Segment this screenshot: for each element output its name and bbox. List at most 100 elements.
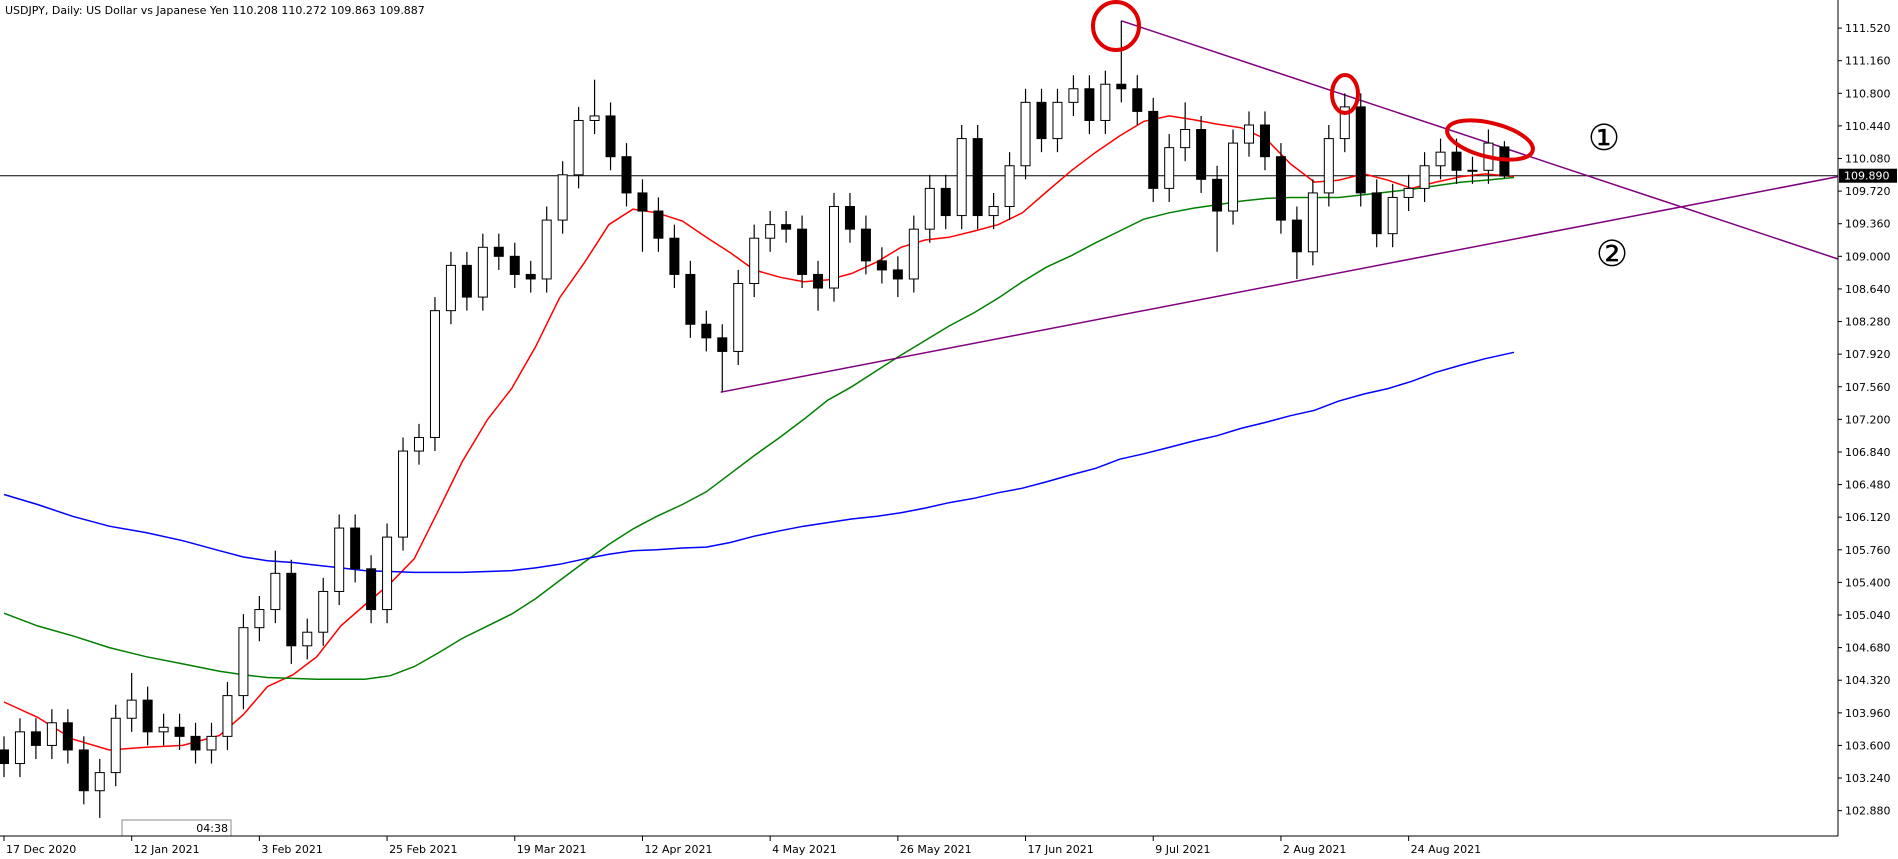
candle-body bbox=[1291, 219, 1302, 253]
annotation: ① bbox=[1588, 118, 1620, 159]
candle-body bbox=[1036, 101, 1047, 140]
candle-body bbox=[334, 527, 345, 592]
candle-body bbox=[286, 572, 297, 647]
candle-body bbox=[653, 210, 664, 239]
candle-body bbox=[1148, 110, 1159, 189]
y-tick-label: 107.920 bbox=[1845, 348, 1891, 361]
candle-body bbox=[302, 631, 313, 647]
candle-body bbox=[637, 192, 648, 212]
candle-body bbox=[238, 627, 249, 697]
candle-body bbox=[1451, 151, 1462, 171]
y-tick-label: 108.280 bbox=[1845, 316, 1891, 329]
candle-body bbox=[749, 237, 760, 284]
candle-body bbox=[733, 282, 744, 352]
last-price-box bbox=[1839, 168, 1897, 183]
y-tick-label: 110.440 bbox=[1845, 120, 1891, 133]
candle-body bbox=[461, 264, 472, 298]
candle-body bbox=[573, 119, 584, 176]
y-tick-label: 108.640 bbox=[1845, 283, 1891, 296]
candle-body bbox=[1228, 142, 1239, 212]
candle-body bbox=[222, 695, 233, 737]
candle-body bbox=[1164, 147, 1175, 189]
candle-body bbox=[1323, 138, 1334, 194]
y-tick-label: 105.400 bbox=[1845, 576, 1891, 589]
highlight-ellipse bbox=[1445, 118, 1535, 162]
candle-body bbox=[892, 269, 903, 280]
candle-body bbox=[445, 264, 456, 312]
y-tick-label: 103.240 bbox=[1845, 772, 1891, 785]
candle-body bbox=[1307, 192, 1318, 253]
candle-body bbox=[254, 609, 265, 629]
candle-body bbox=[1259, 124, 1270, 158]
moving-average bbox=[3, 115, 1515, 751]
y-tick-label: 106.480 bbox=[1845, 479, 1891, 492]
moving-average bbox=[3, 176, 1515, 681]
candle-body bbox=[956, 138, 967, 217]
y-tick-label: 111.160 bbox=[1845, 55, 1891, 68]
y-tick-label: 110.800 bbox=[1845, 87, 1891, 100]
x-tick-label: 26 May 2021 bbox=[900, 843, 972, 856]
y-tick-label: 102.880 bbox=[1845, 805, 1891, 818]
y-tick-label: 110.080 bbox=[1845, 153, 1891, 166]
candle-body bbox=[110, 717, 121, 774]
candle-body bbox=[1004, 165, 1015, 208]
candle-body bbox=[605, 115, 616, 158]
x-tick-label: 25 Feb 2021 bbox=[389, 843, 457, 856]
x-tick-label: 24 Aug 2021 bbox=[1411, 843, 1481, 856]
candle-body bbox=[1355, 106, 1366, 194]
candle-body bbox=[1339, 106, 1350, 140]
y-tick-label: 105.040 bbox=[1845, 609, 1891, 622]
candle-body bbox=[813, 273, 824, 289]
x-tick-label: 2 Aug 2021 bbox=[1283, 843, 1346, 856]
candle-body bbox=[765, 224, 776, 239]
candle-body bbox=[158, 726, 169, 733]
candle-body bbox=[14, 731, 25, 765]
y-tick-label: 104.320 bbox=[1845, 674, 1891, 687]
x-tick-label: 4 May 2021 bbox=[772, 843, 837, 856]
candle-body bbox=[876, 260, 887, 271]
candle-body bbox=[1403, 187, 1414, 198]
chart-title: USDJPY, Daily: US Dollar vs Japanese Yen… bbox=[5, 4, 425, 17]
candle-body bbox=[1419, 165, 1430, 189]
candle-body bbox=[1387, 196, 1398, 235]
candle-body bbox=[398, 450, 409, 538]
candle-body bbox=[126, 699, 137, 719]
candle-body bbox=[1100, 83, 1111, 121]
candle-body bbox=[717, 337, 728, 352]
highlight-ellipse bbox=[1330, 73, 1360, 115]
candle-body bbox=[525, 273, 536, 280]
candle-body bbox=[62, 722, 73, 751]
candle-body bbox=[972, 138, 983, 217]
candle-body bbox=[429, 310, 440, 438]
candle-body bbox=[860, 228, 871, 262]
x-tick-label: 17 Dec 2020 bbox=[6, 843, 76, 856]
candle-body bbox=[366, 568, 377, 611]
last-price-label: 109.890 bbox=[1844, 170, 1890, 183]
candle-body bbox=[493, 246, 504, 257]
candle-body bbox=[924, 187, 935, 230]
candle-body bbox=[509, 255, 520, 275]
candle-body bbox=[1196, 129, 1207, 180]
y-tick-label: 107.200 bbox=[1845, 413, 1891, 426]
candle-body bbox=[0, 749, 9, 765]
candle-body bbox=[701, 323, 712, 339]
y-tick-label: 109.720 bbox=[1845, 185, 1891, 198]
candle-body bbox=[1052, 101, 1063, 140]
candle-body bbox=[797, 228, 808, 275]
candle-body bbox=[142, 699, 153, 733]
candle-body bbox=[621, 156, 632, 194]
candle-body bbox=[541, 219, 552, 280]
candle-body bbox=[78, 749, 89, 792]
y-tick-label: 111.520 bbox=[1845, 22, 1891, 35]
candle-body bbox=[1371, 192, 1382, 235]
candle-body bbox=[557, 174, 568, 221]
trend-line bbox=[720, 175, 1839, 393]
candle-body bbox=[1275, 156, 1286, 221]
candle-body bbox=[350, 527, 361, 570]
clock: 04:38 bbox=[196, 822, 228, 835]
candle-body bbox=[1132, 88, 1143, 112]
candle-body bbox=[685, 273, 696, 325]
y-tick-label: 104.680 bbox=[1845, 642, 1891, 655]
y-tick-label: 103.600 bbox=[1845, 739, 1891, 752]
